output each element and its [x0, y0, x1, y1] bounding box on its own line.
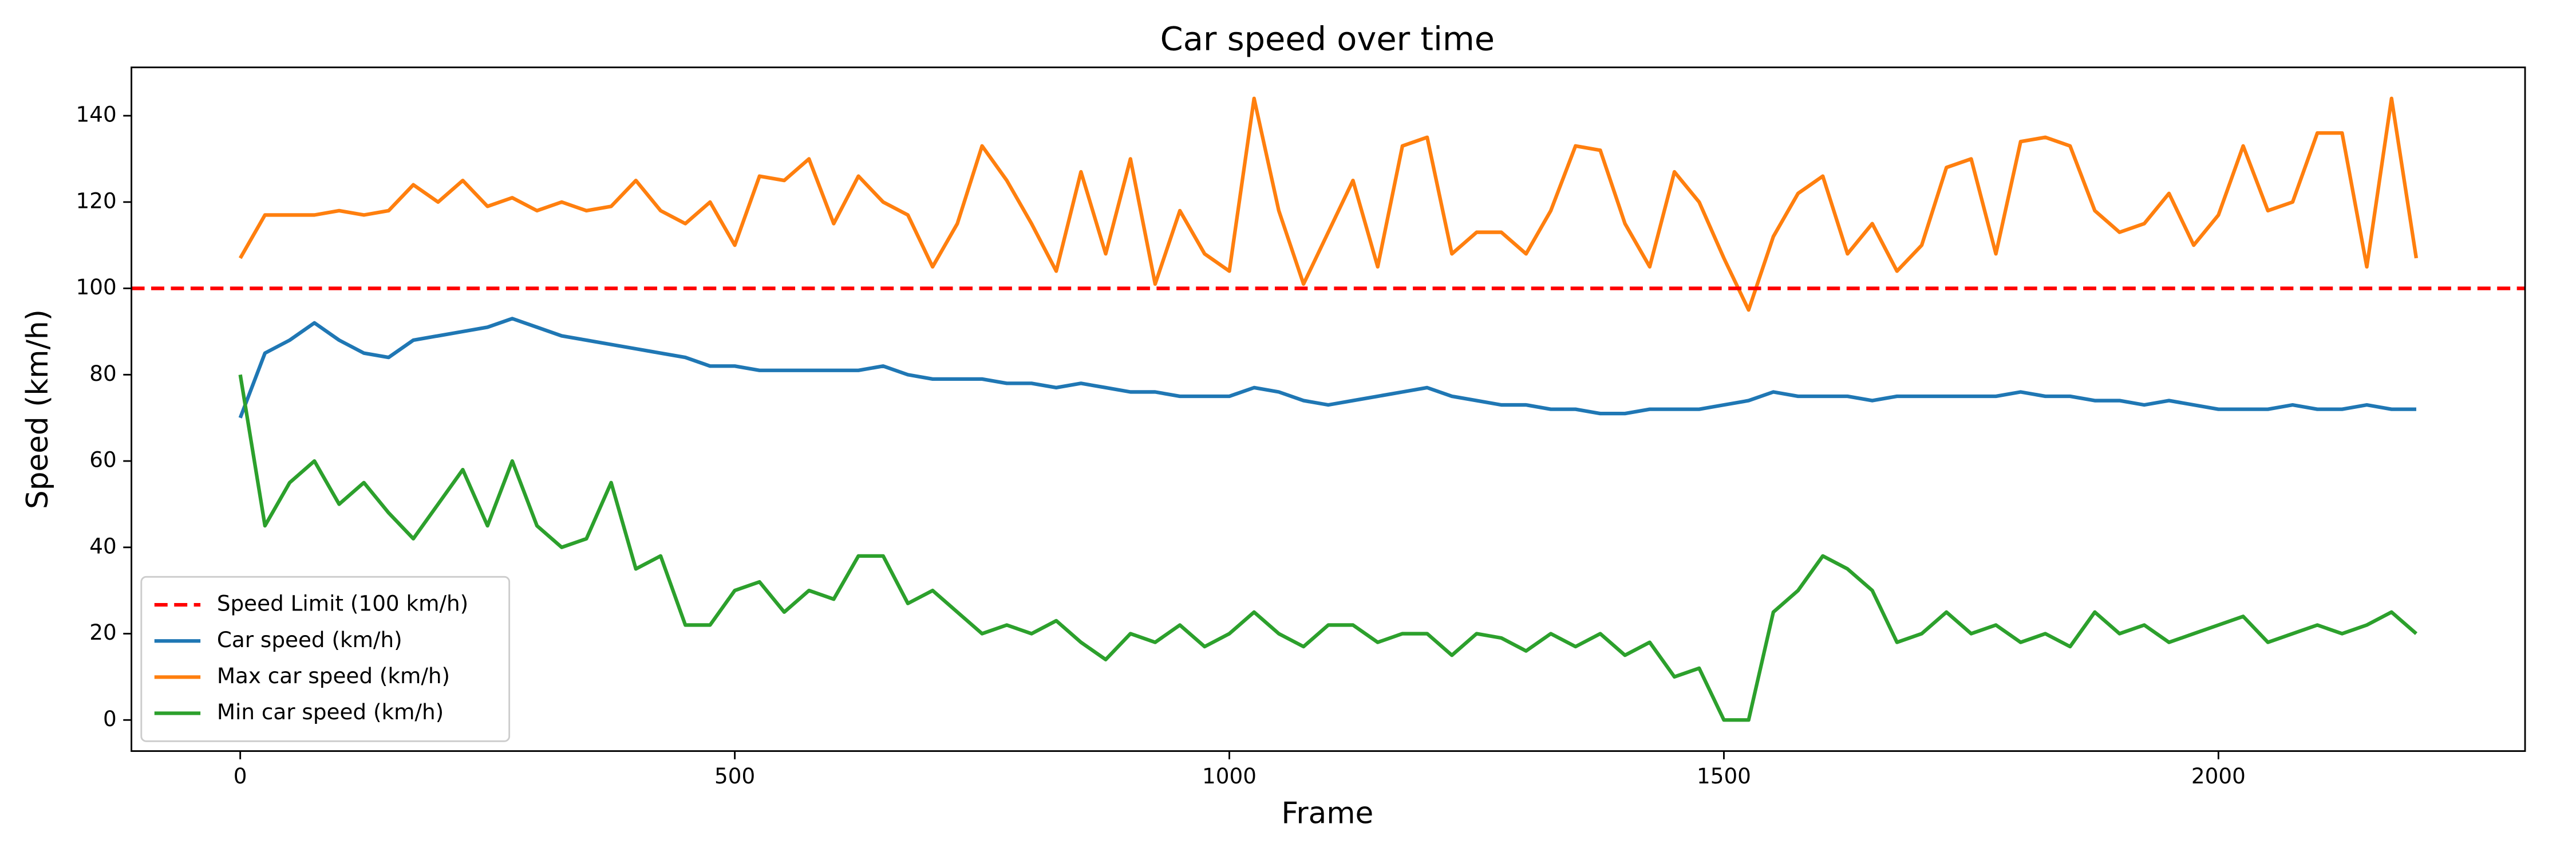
x-tick-label: 0 — [234, 763, 247, 789]
y-tick-label: 0 — [103, 706, 117, 731]
legend-box — [140, 576, 511, 742]
data-line — [238, 374, 2418, 722]
chart-title: Car speed over time — [1160, 19, 1495, 58]
y-tick-label: 60 — [89, 447, 116, 472]
x-tick-label: 1500 — [1697, 763, 1751, 789]
legend-label: Min car speed (km/h) — [217, 699, 444, 724]
x-tick-label: 2000 — [2191, 763, 2246, 789]
data-line — [238, 96, 2419, 312]
legend-label: Speed Limit (100 km/h) — [217, 591, 468, 616]
legend-label: Max car speed (km/h) — [217, 663, 450, 688]
y-tick-label: 20 — [89, 620, 116, 645]
x-axis-label: Frame — [1281, 796, 1373, 830]
y-tick-label: 120 — [76, 188, 117, 213]
y-tick-label: 100 — [76, 274, 117, 300]
legend-label: Car speed (km/h) — [217, 627, 402, 652]
data-line — [238, 317, 2416, 419]
legend: Speed Limit (100 km/h) Car speed (km/h) Ma… — [140, 576, 511, 742]
plot-frame — [131, 66, 2526, 752]
x-tick-label: 500 — [714, 763, 755, 789]
y-tick-label: 140 — [76, 102, 117, 127]
y-tick-label: 40 — [89, 533, 116, 558]
x-tick-label: 1000 — [1202, 763, 1257, 789]
y-tick-label: 80 — [89, 361, 116, 386]
y-axis-label: Speed (km/h) — [21, 309, 55, 509]
